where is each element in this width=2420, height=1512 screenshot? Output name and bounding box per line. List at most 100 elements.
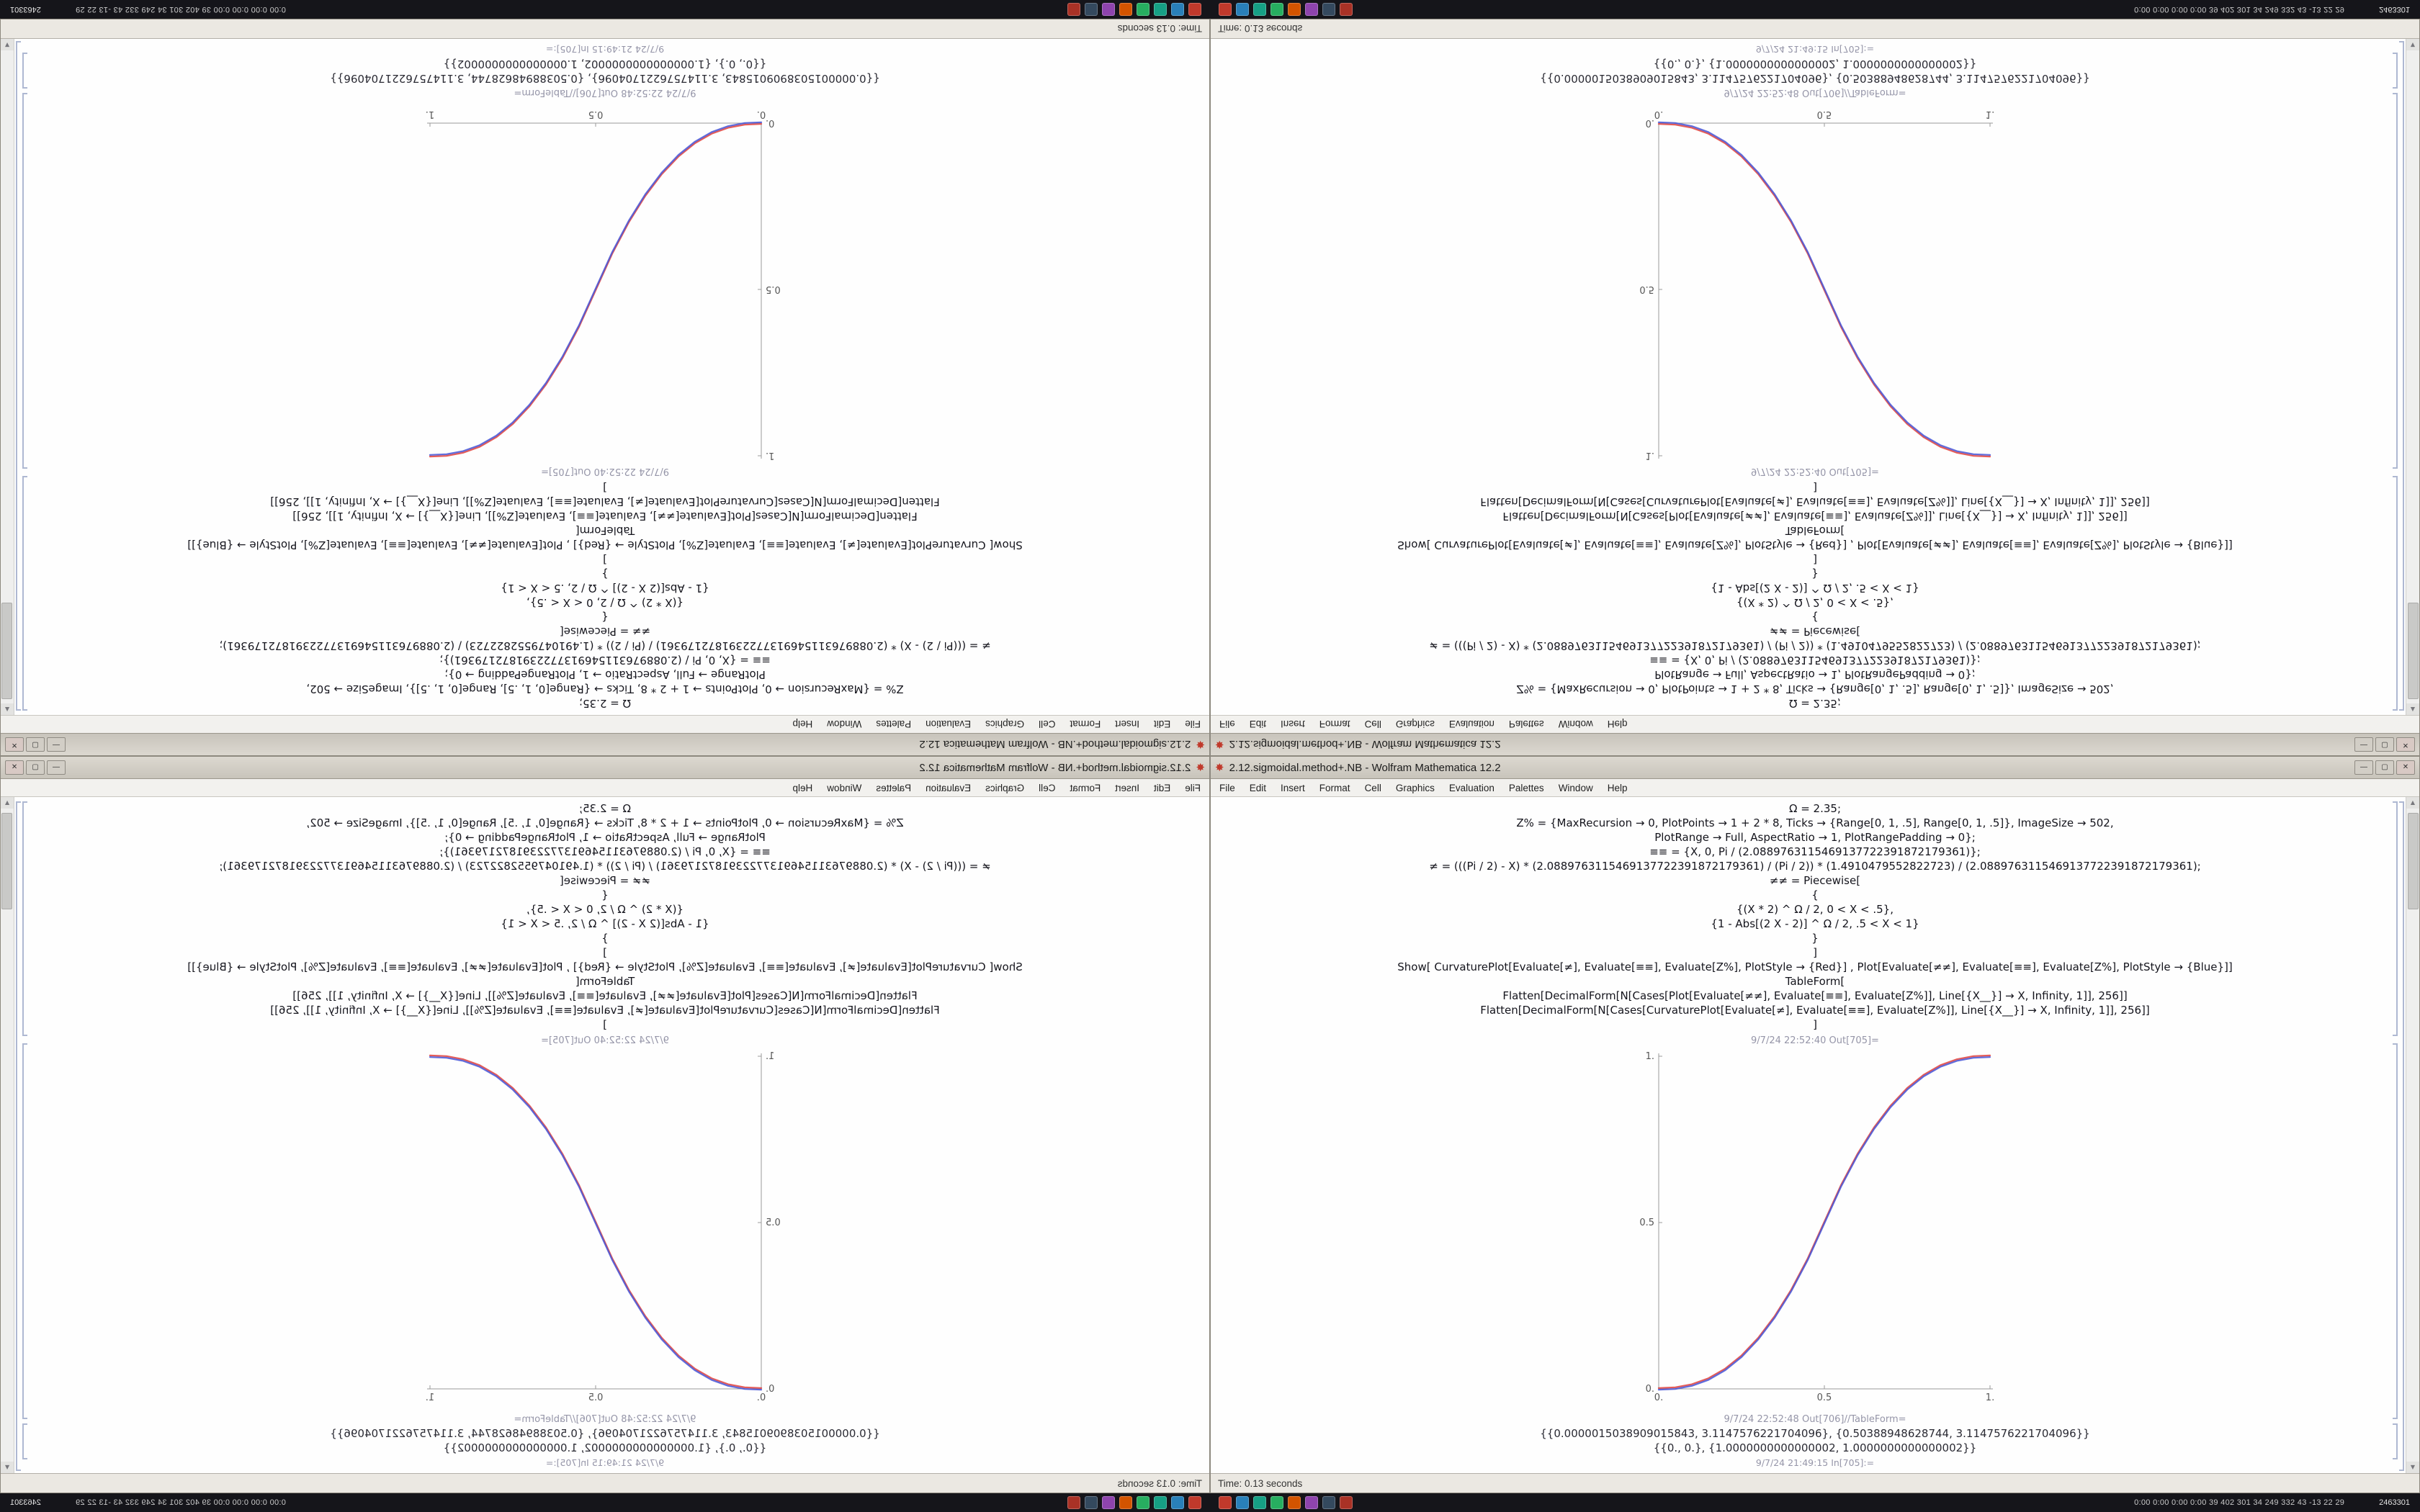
minimize-button[interactable]: — [2354,737,2373,752]
scrollbar-thumb[interactable] [2408,813,2419,909]
menu-evaluation[interactable]: Evaluation [926,782,972,793]
taskbar-app-5-icon[interactable] [1288,1496,1301,1509]
scrollbar-thumb[interactable] [1,813,12,909]
cell-bracket-plot-output[interactable] [2393,1043,2398,1419]
taskbar-app-1-icon[interactable] [1188,3,1201,16]
taskbar-app-2-icon[interactable] [1236,1496,1249,1509]
input-cell[interactable]: Ω = 2.35; Z% = {MaxRecursion → 0, PlotPo… [1211,801,2419,1032]
menu-help[interactable]: Help [792,782,813,793]
window-titlebar[interactable]: ✸ 2.12.sigmoidal.method+.NB - Wolfram Ma… [1,733,1209,755]
menu-graphics[interactable]: Graphics [985,782,1025,793]
menu-palettes[interactable]: Palettes [1508,719,1544,730]
menu-cell[interactable]: Cell [1039,782,1056,793]
menu-edit[interactable]: Edit [1153,782,1171,793]
menu-insert[interactable]: Insert [1115,719,1139,730]
taskbar-app-4-icon[interactable] [1137,3,1150,16]
taskbar-app-1-icon[interactable] [1188,1496,1201,1509]
taskbar-app-7-icon[interactable] [1085,3,1098,16]
taskbar-app-7-icon[interactable] [1322,1496,1335,1509]
menu-file[interactable]: File [1219,782,1235,793]
menu-file[interactable]: File [1219,719,1235,730]
menu-format[interactable]: Format [1319,782,1350,793]
menu-graphics[interactable]: Graphics [985,719,1025,730]
taskbar-app-4-icon[interactable] [1270,1496,1283,1509]
minimize-button[interactable]: — [47,760,66,775]
menu-cell[interactable]: Cell [1364,782,1381,793]
taskbar-app-3-icon[interactable] [1253,3,1266,16]
scrollbar-thumb[interactable] [2408,603,2419,699]
maximize-button[interactable]: ▢ [26,737,45,752]
menu-window[interactable]: Window [827,782,862,793]
taskbar-app-1-icon[interactable] [1219,1496,1232,1509]
maximize-button[interactable]: ▢ [2375,737,2394,752]
menu-palettes[interactable]: Palettes [1508,782,1544,793]
cell-bracket-table-output[interactable] [22,1423,27,1459]
window-titlebar[interactable]: ✸ 2.12.sigmoidal.method+.NB - Wolfram Ma… [1211,733,2419,755]
menu-insert[interactable]: Insert [1115,782,1139,793]
menu-insert[interactable]: Insert [1281,719,1305,730]
taskbar-app-4-icon[interactable] [1270,3,1283,16]
menu-evaluation[interactable]: Evaluation [1448,782,1494,793]
cell-bracket-group[interactable] [2399,801,2404,1471]
menu-graphics[interactable]: Graphics [1395,719,1435,730]
taskbar-app-3-icon[interactable] [1154,1496,1167,1509]
window-titlebar[interactable]: ✸ 2.12.sigmoidal.method+.NB - Wolfram Ma… [1,757,1209,779]
scrollbar-thumb[interactable] [1,603,12,699]
taskbar-app-7-icon[interactable] [1085,1496,1098,1509]
vertical-scrollbar[interactable]: ▲ ▼ [1,39,14,715]
menu-edit[interactable]: Edit [1153,719,1171,730]
close-button[interactable]: ✕ [2396,760,2415,775]
minimize-button[interactable]: — [47,737,66,752]
cell-bracket-group[interactable] [16,41,21,711]
cell-bracket-table-output[interactable] [2393,1423,2398,1459]
menu-cell[interactable]: Cell [1364,719,1381,730]
cell-bracket-plot-output[interactable] [2393,93,2398,469]
scroll-up-arrow[interactable]: ▲ [1,797,14,809]
menu-help[interactable]: Help [1607,719,1628,730]
menu-help[interactable]: Help [1607,782,1628,793]
menu-insert[interactable]: Insert [1281,782,1305,793]
menu-window[interactable]: Window [1558,719,1593,730]
scroll-up-arrow[interactable]: ▲ [1,703,14,715]
close-button[interactable]: ✕ [5,760,24,775]
menu-file[interactable]: File [1185,719,1201,730]
cell-bracket-table-output[interactable] [2393,53,2398,89]
taskbar-app-6-icon[interactable] [1305,1496,1318,1509]
taskbar-app-8-icon[interactable] [1340,1496,1353,1509]
vertical-scrollbar[interactable]: ▲ ▼ [2406,797,2419,1473]
maximize-button[interactable]: ▢ [2375,760,2394,775]
menu-window[interactable]: Window [827,719,862,730]
window-titlebar[interactable]: ✸ 2.12.sigmoidal.method+.NB - Wolfram Ma… [1211,757,2419,779]
scroll-down-arrow[interactable]: ▼ [1,1462,14,1473]
menu-cell[interactable]: Cell [1039,719,1056,730]
taskbar-app-8-icon[interactable] [1340,3,1353,16]
taskbar-app-2-icon[interactable] [1236,3,1249,16]
taskbar-app-3-icon[interactable] [1154,3,1167,16]
taskbar-app-1-icon[interactable] [1219,3,1232,16]
menu-format[interactable]: Format [1319,719,1350,730]
input-cell[interactable]: Ω = 2.35; Z% = {MaxRecursion → 0, PlotPo… [1211,480,2419,711]
menu-evaluation[interactable]: Evaluation [926,719,972,730]
scroll-down-arrow[interactable]: ▼ [2406,39,2419,50]
taskbar-app-7-icon[interactable] [1322,3,1335,16]
input-cell[interactable]: Ω = 2.35; Z% = {MaxRecursion → 0, PlotPo… [1,480,1209,711]
taskbar-app-6-icon[interactable] [1305,3,1318,16]
menu-graphics[interactable]: Graphics [1395,782,1435,793]
input-cell[interactable]: Ω = 2.35; Z% = {MaxRecursion → 0, PlotPo… [1,801,1209,1032]
cell-bracket-group[interactable] [2399,41,2404,711]
taskbar-app-8-icon[interactable] [1067,3,1080,16]
close-button[interactable]: ✕ [2396,737,2415,752]
menu-help[interactable]: Help [792,719,813,730]
taskbar-app-2-icon[interactable] [1171,1496,1184,1509]
menu-file[interactable]: File [1185,782,1201,793]
taskbar-app-3-icon[interactable] [1253,1496,1266,1509]
close-button[interactable]: ✕ [5,737,24,752]
menu-edit[interactable]: Edit [1249,719,1267,730]
menu-format[interactable]: Format [1070,782,1101,793]
taskbar-app-8-icon[interactable] [1067,1496,1080,1509]
cell-bracket-plot-output[interactable] [22,1043,27,1419]
taskbar-app-2-icon[interactable] [1171,3,1184,16]
maximize-button[interactable]: ▢ [26,760,45,775]
cell-bracket-plot-output[interactable] [22,93,27,469]
taskbar-app-5-icon[interactable] [1119,1496,1132,1509]
